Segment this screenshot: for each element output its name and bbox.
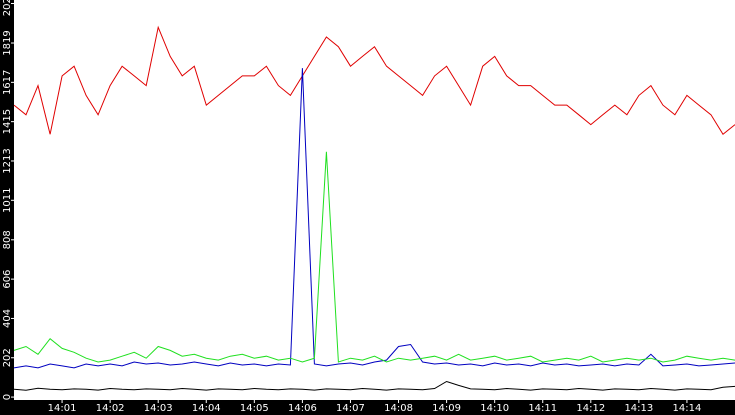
y-tick-label: 1415 xyxy=(2,109,13,134)
y-tick-label: 606 xyxy=(2,270,13,289)
y-tick-label: 1617 xyxy=(2,70,13,95)
x-tick-label: 14:04 xyxy=(192,403,221,414)
x-tick-label: 14:02 xyxy=(96,403,125,414)
y-tick-label: 1213 xyxy=(2,148,13,173)
series-line xyxy=(13,380,735,391)
y-tick-label: 2022 xyxy=(2,0,13,16)
y-tick-label: 808 xyxy=(2,230,13,249)
y-tick-label: 0 xyxy=(2,394,13,400)
x-tick-label: 14:07 xyxy=(336,403,365,414)
plot-area xyxy=(14,0,735,400)
x-tick-label: 14:09 xyxy=(432,403,461,414)
x-tick-label: 14:13 xyxy=(624,403,653,414)
y-tick-label: 1011 xyxy=(2,188,13,213)
series-line xyxy=(13,68,735,369)
y-tick-label: 202 xyxy=(2,348,13,367)
x-tick-label: 14:14 xyxy=(673,403,702,414)
x-tick-label: 14:06 xyxy=(288,403,317,414)
series-line xyxy=(13,151,735,363)
y-tick-label: 1819 xyxy=(2,30,13,55)
x-tick-label: 14:05 xyxy=(240,403,269,414)
series-line xyxy=(13,25,735,136)
x-tick-label: 14:08 xyxy=(384,403,413,414)
x-tick-label: 14:01 xyxy=(48,403,77,414)
x-tick-label: 14:10 xyxy=(480,403,509,414)
x-tick-label: 14:03 xyxy=(144,403,173,414)
y-tick-label: 404 xyxy=(2,309,13,328)
x-tick-label: 14:12 xyxy=(576,403,605,414)
x-tick-label: 14:11 xyxy=(528,403,557,414)
